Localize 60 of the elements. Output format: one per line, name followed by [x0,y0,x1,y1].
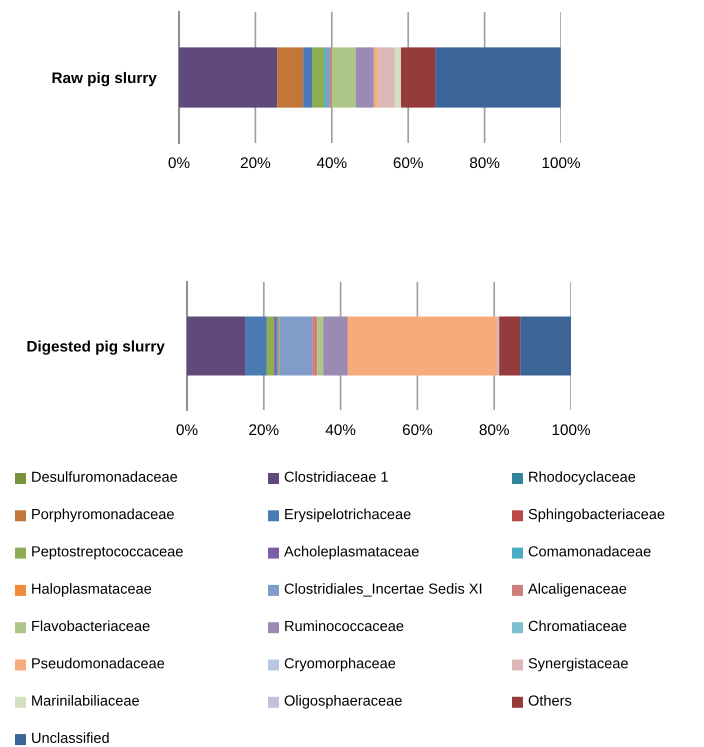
legend-label: Porphyromonadaceae [32,508,174,522]
legend-label: Clostridiaceae 1 [284,471,388,482]
legend-label: Synergistaceae [528,658,628,672]
legend-label: Chromatiaceae [528,620,626,632]
bar [317,316,324,376]
x-tick-label: 20% [240,157,270,168]
bar [496,316,500,376]
legend-label: Sphingobacteriaceae [528,508,664,522]
legend-label: Comamonadaceae [528,546,651,557]
legend-label: Pseudomonadaceae [32,658,164,668]
bar [378,47,395,108]
bar [499,316,520,376]
bar [332,47,356,108]
bar [245,316,266,376]
x-tick-label: 40% [326,424,356,436]
bar [266,316,274,376]
legend-label: Marinilabiliaceae [32,695,139,706]
x-tick-label: 40% [316,157,347,168]
bar [435,47,561,108]
bar [187,316,246,376]
legend-label: Desulfuromonadaceae [32,471,178,482]
bar [312,47,324,108]
y-tick-label: Raw pig slurry [52,72,157,86]
legend-label: Unclassified [32,732,109,744]
x-tick-label: 100% [552,424,590,436]
x-tick-label: 80% [480,424,509,436]
x-tick-label: 0% [168,157,190,168]
bar [179,47,278,108]
legend-label: Acholeplasmataceae [284,546,419,560]
x-tick-label: 100% [542,157,580,168]
x-tick-label: 0% [176,424,198,436]
bar [348,316,497,376]
legend-label: Peptostreptococcaceae [32,546,183,560]
bar [356,47,374,108]
legend-label: Others [528,695,572,706]
legend-label: Erysipelotrichaceae [285,508,411,522]
legend-label: Oligosphaeraceae [284,695,402,709]
bar [400,47,436,108]
legend-label: Clostridiales_Incertae Sedis XI [284,583,482,597]
x-tick-label: 80% [470,157,500,168]
legend-label: Flavobacteriaceae [32,620,150,632]
legend-label: Ruminococcaceae [285,620,404,632]
legend-label: Rhodocyclaceae [529,471,636,485]
bar [394,47,401,108]
bar [280,316,312,376]
legend-label: Cryomorphaceae [284,658,396,672]
bar [520,316,571,376]
bar [374,47,378,108]
bar [323,316,348,376]
bar [326,47,330,108]
x-tick-label: 60% [402,424,432,436]
bar [312,316,318,376]
legend-label: Haloplasmataceae [32,583,152,597]
y-tick-label: Digested pig slurry [27,340,165,355]
legend-label: Alcaligenaceae [528,583,626,597]
bar [277,47,304,108]
x-tick-label: 20% [249,424,279,436]
bar [303,47,312,108]
bar [274,316,277,376]
x-tick-label: 60% [394,157,423,168]
